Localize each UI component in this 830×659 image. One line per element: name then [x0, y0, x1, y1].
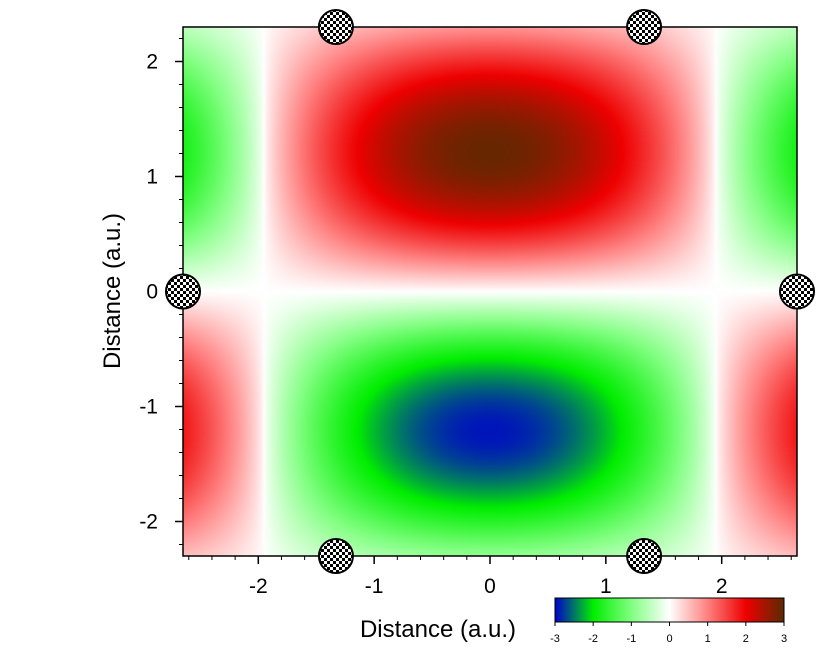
x-axis: -2 -1 0 1 2 — [188, 556, 792, 598]
x-axis-title: Distance (a.u.) — [360, 616, 516, 643]
node-marker — [165, 273, 201, 310]
node-marker — [317, 538, 354, 574]
x-tick-label: 2 — [716, 575, 728, 598]
y-axis: -2 -1 0 1 2 — [139, 38, 183, 545]
node-marker — [626, 538, 663, 574]
node-marker — [779, 273, 815, 310]
colorbar-tick-label: 3 — [781, 633, 787, 645]
colorbar-tick-label: 1 — [705, 633, 711, 645]
x-tick-label: -1 — [365, 575, 384, 598]
y-axis-title: Distance (a.u.) — [99, 213, 126, 369]
colorbar-tick-label: 0 — [666, 633, 672, 645]
y-tick-label: -1 — [139, 396, 158, 419]
y-tick-label: 2 — [146, 51, 158, 74]
heatmap-image — [183, 27, 797, 556]
colorbar-tick-label: -3 — [550, 633, 560, 645]
colorbar-tick-label: 2 — [743, 633, 749, 645]
y-tick-label: 0 — [146, 281, 158, 304]
x-tick-label: -2 — [249, 575, 268, 598]
node-marker — [317, 9, 354, 45]
colorbar-tick-label: -1 — [626, 633, 636, 645]
colorbar — [554, 597, 785, 623]
node-marker — [626, 9, 663, 45]
colorbar-tick-label: -2 — [588, 633, 598, 645]
y-tick-label: -2 — [139, 511, 158, 534]
node-markers — [165, 9, 815, 574]
y-tick-label: 1 — [146, 166, 158, 189]
x-tick-label: 1 — [600, 575, 612, 598]
x-tick-label: 0 — [484, 575, 496, 598]
colorbar-ticks: -3 -2 -1 0 1 2 3 — [550, 622, 787, 645]
